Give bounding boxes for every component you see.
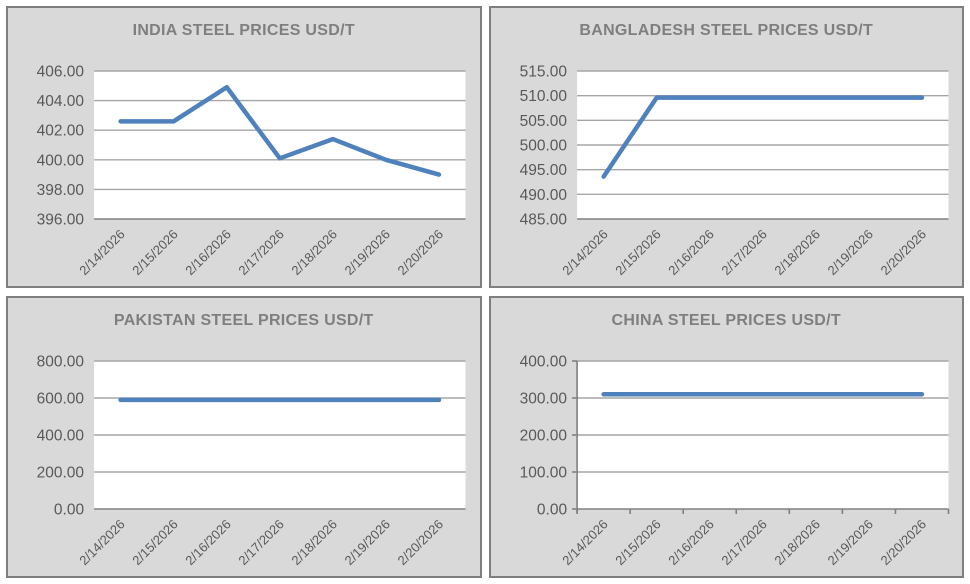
y-tick-label: 505.00 [519,113,567,130]
x-tick-label: 2/15/2026 [129,517,181,568]
x-tick-label: 2/19/2026 [824,517,876,568]
y-tick-label: 510.00 [519,88,567,105]
chart-panel-bangladesh[interactable]: BANGLADESH STEEL PRICES USD/T 485.00 490.… [488,6,964,288]
x-tick-label: 2/20/2026 [877,517,929,568]
chart-panel-pakistan[interactable]: PAKISTAN STEEL PRICES USD/T 0.00 200.00 40… [6,296,482,578]
chart-panel-india[interactable]: INDIA STEEL PRICES USD/T 396.00 398.00 400… [6,6,482,288]
x-tick-label: 2/16/2026 [182,227,234,278]
x-tick-label: 2/19/2026 [341,227,393,278]
x-tick-label: 2/15/2026 [612,227,664,278]
y-tick-label: 404.00 [37,93,85,110]
y-tick-label: 0.00 [536,502,567,519]
y-tick-label: 200.00 [37,465,85,482]
x-tick-label: 2/17/2026 [235,227,287,278]
x-tick-label: 2/19/2026 [341,517,393,568]
bangladesh-line-chart: 485.00 490.00 495.00 500.00 505.00 510.00 515.… [519,64,948,278]
y-tick-label: 515.00 [519,64,567,81]
x-tick-label: 2/20/2026 [395,227,447,278]
y-tick-label: 398.00 [37,182,85,199]
y-tick-label: 800.00 [37,354,85,371]
price-series-line [600,95,924,179]
x-tick-label: 2/15/2026 [612,517,664,568]
x-tick-label: 2/20/2026 [877,227,929,278]
x-tick-label: 2/14/2026 [76,517,128,568]
x-tick-label: 2/14/2026 [559,517,611,568]
y-tick-label: 400.00 [519,354,567,371]
chart-title-china: CHINA STEEL PRICES USD/T [611,312,841,329]
x-tick-label: 2/18/2026 [771,517,823,568]
chart-title-india: INDIA STEEL PRICES USD/T [132,22,355,39]
x-tick-label: 2/18/2026 [771,227,823,278]
x-tick-label: 2/16/2026 [182,517,234,568]
price-series-line [118,85,442,177]
x-tick-label: 2/16/2026 [665,517,717,568]
chart-title-pakistan: PAKISTAN STEEL PRICES USD/T [113,312,374,329]
plot-area [94,71,466,219]
y-tick-label: 406.00 [37,64,85,81]
x-tick-label: 2/18/2026 [288,517,340,568]
y-tick-label: 400.00 [37,152,85,169]
y-tick-label: 500.00 [519,138,567,155]
y-tick-label: 495.00 [519,162,567,179]
y-tick-label: 0.00 [54,502,85,519]
chart-panel-china[interactable]: CHINA STEEL PRICES USD/T 0.00 100.00 200.0… [488,296,964,578]
x-tick-label: 2/17/2026 [718,517,770,568]
x-tick-label: 2/18/2026 [288,227,340,278]
x-tick-label: 2/19/2026 [824,227,876,278]
x-tick-label: 2/16/2026 [665,227,717,278]
x-tick-label: 2/14/2026 [76,227,128,278]
y-tick-label: 200.00 [519,428,567,445]
x-tick-label: 2/14/2026 [559,227,611,278]
y-tick-label: 300.00 [519,391,567,408]
y-tick-label: 100.00 [519,465,567,482]
y-tick-label: 396.00 [37,212,85,229]
y-tick-label: 485.00 [519,212,567,229]
x-tick-label: 2/15/2026 [129,227,181,278]
y-tick-label: 402.00 [37,123,85,140]
india-line-chart: 396.00 398.00 400.00 402.00 404.00 406.00 2/14… [37,64,466,278]
x-tick-label: 2/17/2026 [718,227,770,278]
y-tick-label: 490.00 [519,187,567,204]
y-tick-label: 400.00 [37,428,85,445]
x-tick-label: 2/17/2026 [235,517,287,568]
x-tick-label: 2/20/2026 [395,517,447,568]
chart-title-bangladesh: BANGLADESH STEEL PRICES USD/T [579,22,874,39]
y-tick-label: 600.00 [37,391,85,408]
